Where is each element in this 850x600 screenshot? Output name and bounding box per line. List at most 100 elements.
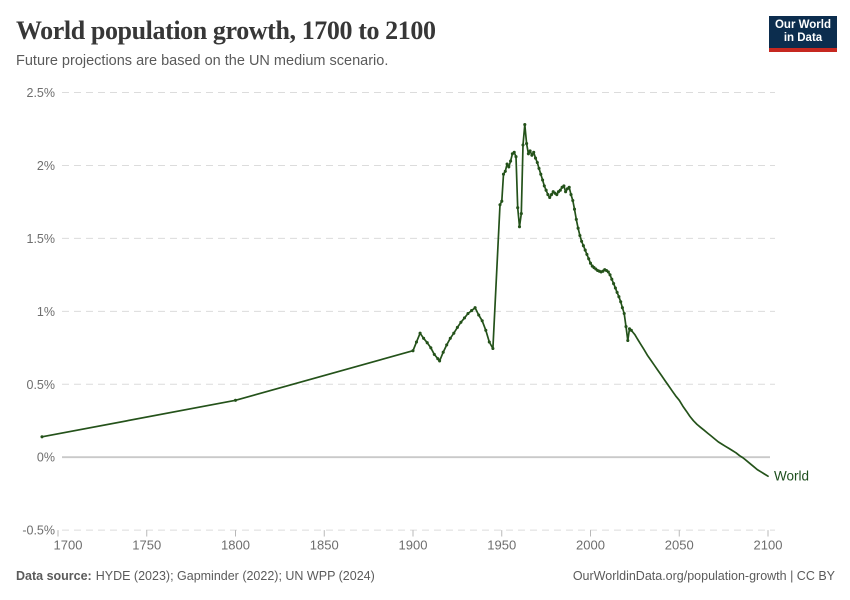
data-point[interactable] bbox=[233, 398, 238, 402]
data-point[interactable] bbox=[40, 435, 44, 439]
data-point[interactable] bbox=[517, 225, 522, 229]
data-point[interactable] bbox=[587, 257, 591, 261]
data-point[interactable] bbox=[580, 239, 584, 243]
data-point[interactable] bbox=[530, 153, 534, 157]
data-point[interactable] bbox=[624, 325, 628, 329]
data-point[interactable] bbox=[619, 300, 623, 304]
data-point[interactable] bbox=[617, 295, 621, 299]
data-point[interactable] bbox=[477, 313, 481, 317]
x-axis-label-1750: 1750 bbox=[132, 538, 161, 553]
data-point[interactable] bbox=[438, 359, 442, 363]
data-point[interactable] bbox=[411, 349, 415, 353]
data-point[interactable] bbox=[501, 172, 506, 176]
data-point[interactable] bbox=[549, 193, 554, 197]
series-line-world[interactable] bbox=[41, 123, 769, 478]
data-point[interactable] bbox=[452, 331, 456, 335]
data-point[interactable] bbox=[462, 316, 467, 320]
data-point[interactable] bbox=[548, 195, 552, 200]
data-point[interactable] bbox=[505, 162, 509, 166]
data-point[interactable] bbox=[608, 273, 612, 277]
data-point[interactable] bbox=[487, 340, 491, 344]
data-point[interactable] bbox=[525, 142, 529, 146]
data-point[interactable] bbox=[555, 193, 559, 197]
page-title: World population growth, 1700 to 2100 bbox=[16, 16, 436, 45]
x-axis-label-1950: 1950 bbox=[487, 538, 516, 553]
data-point[interactable] bbox=[528, 149, 532, 153]
data-point[interactable] bbox=[459, 320, 463, 324]
data-point[interactable] bbox=[516, 206, 520, 210]
data-point[interactable] bbox=[562, 184, 566, 188]
series-end-label-world[interactable]: World bbox=[774, 469, 809, 484]
data-point[interactable] bbox=[578, 233, 582, 238]
data-point[interactable] bbox=[571, 198, 575, 203]
data-point[interactable] bbox=[564, 190, 568, 194]
y-axis-label-0%: 0% bbox=[37, 451, 55, 465]
data-point[interactable] bbox=[610, 277, 614, 281]
data-point[interactable] bbox=[507, 165, 511, 169]
data-point[interactable] bbox=[581, 244, 585, 248]
data-point[interactable] bbox=[455, 325, 459, 329]
data-point[interactable] bbox=[544, 188, 548, 192]
data-point[interactable] bbox=[484, 328, 488, 332]
data-point[interactable] bbox=[523, 123, 527, 127]
data-point[interactable] bbox=[532, 150, 536, 154]
data-point[interactable] bbox=[432, 352, 436, 356]
data-point[interactable] bbox=[612, 282, 616, 286]
data-point[interactable] bbox=[441, 350, 445, 354]
data-point[interactable] bbox=[445, 343, 449, 347]
data-point[interactable] bbox=[480, 319, 484, 323]
data-point[interactable] bbox=[498, 203, 502, 207]
data-point[interactable] bbox=[537, 166, 541, 170]
data-point[interactable] bbox=[470, 309, 474, 313]
data-point[interactable] bbox=[491, 346, 495, 351]
data-point[interactable] bbox=[613, 286, 617, 290]
data-point[interactable] bbox=[422, 336, 426, 340]
data-point[interactable] bbox=[567, 185, 571, 189]
data-point[interactable] bbox=[448, 336, 452, 340]
data-point[interactable] bbox=[546, 193, 550, 197]
owid-logo[interactable]: Our World in Data bbox=[769, 16, 837, 52]
data-point[interactable] bbox=[606, 270, 610, 274]
data-point[interactable] bbox=[509, 159, 513, 163]
data-point[interactable] bbox=[503, 169, 507, 173]
y-axis-label-1.5%: 1.5% bbox=[27, 232, 56, 246]
data-point[interactable] bbox=[429, 346, 433, 350]
data-point[interactable] bbox=[519, 212, 523, 216]
data-point[interactable] bbox=[574, 217, 578, 221]
data-point[interactable] bbox=[576, 226, 580, 230]
data-point[interactable] bbox=[542, 184, 546, 188]
data-point[interactable] bbox=[526, 152, 530, 156]
x-axis-label-2050: 2050 bbox=[665, 538, 694, 553]
x-axis-label-1700: 1700 bbox=[54, 538, 83, 553]
data-point[interactable] bbox=[500, 199, 504, 203]
data-point[interactable] bbox=[535, 160, 539, 165]
data-point[interactable] bbox=[473, 306, 477, 310]
data-point[interactable] bbox=[466, 311, 470, 316]
data-point[interactable] bbox=[533, 156, 538, 160]
data-point[interactable] bbox=[572, 207, 577, 211]
growth-line-chart[interactable]: 2.5% 2% 1.5% 1% 0.5% 0% -0.5%1700 1750 1800 1850 1… bbox=[0, 80, 850, 560]
data-point[interactable] bbox=[626, 338, 630, 343]
owid-logo-line1: Our World bbox=[774, 19, 831, 31]
data-point[interactable] bbox=[629, 328, 633, 332]
data-source-label: Data source: bbox=[16, 569, 92, 583]
data-point[interactable] bbox=[425, 341, 429, 345]
data-point[interactable] bbox=[436, 357, 440, 361]
data-point[interactable] bbox=[588, 261, 593, 265]
data-point[interactable] bbox=[558, 188, 562, 192]
data-point[interactable] bbox=[521, 143, 525, 147]
data-point[interactable] bbox=[418, 331, 422, 335]
data-point[interactable] bbox=[569, 193, 573, 197]
data-point[interactable] bbox=[541, 178, 545, 182]
data-point[interactable] bbox=[615, 290, 619, 294]
data-point[interactable] bbox=[620, 306, 624, 310]
y-axis-label--0.5%: -0.5% bbox=[22, 524, 55, 538]
data-point[interactable] bbox=[583, 248, 587, 252]
data-point[interactable] bbox=[585, 252, 589, 256]
data-point[interactable] bbox=[512, 150, 516, 154]
data-point[interactable] bbox=[514, 155, 518, 159]
owid-citation-link[interactable]: OurWorldinData.org/population-growth | C… bbox=[572, 569, 835, 583]
data-point[interactable] bbox=[414, 340, 419, 344]
data-point[interactable] bbox=[539, 172, 543, 176]
data-point[interactable] bbox=[622, 311, 626, 316]
